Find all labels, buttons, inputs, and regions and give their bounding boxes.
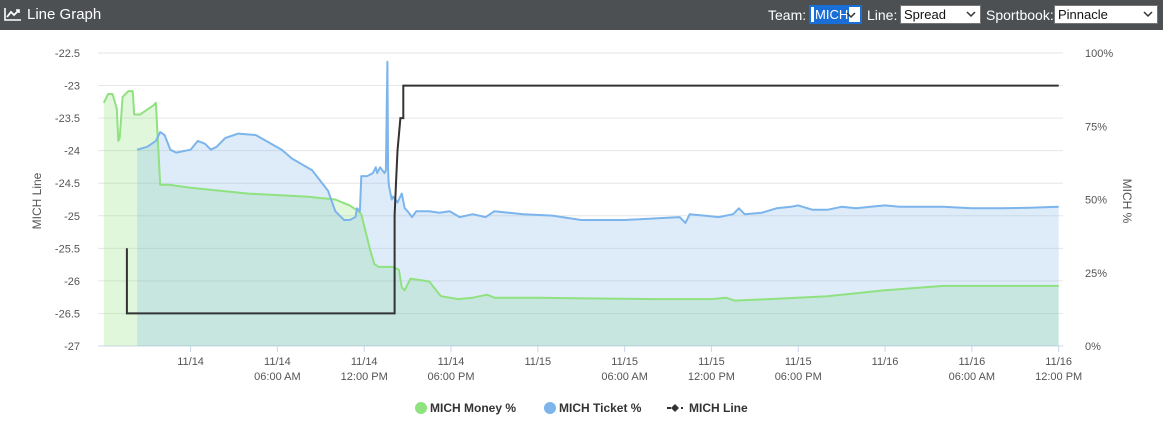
chart-legend: MICH Money % MICH Ticket % MICH Line bbox=[415, 401, 748, 415]
legend-marker bbox=[671, 404, 679, 412]
right-axis-title: MICH % bbox=[1120, 179, 1134, 224]
x-tick-label: 11/15 bbox=[698, 356, 725, 368]
series-area-1 bbox=[137, 61, 1059, 347]
x-tick-label: 11/15 bbox=[524, 356, 551, 368]
x-tick-label: 11/15 bbox=[611, 356, 638, 368]
right-tick-label: 50% bbox=[1085, 195, 1107, 207]
sportbook-label: Sportbook: bbox=[986, 7, 1054, 23]
x-tick-label: 12:00 PM bbox=[1035, 371, 1082, 383]
x-tick-label: 06:00 AM bbox=[254, 371, 300, 383]
left-tick-label: -26 bbox=[64, 276, 80, 288]
grid-lines bbox=[98, 52, 1063, 347]
sportbook-select-value: Pinnacle bbox=[1058, 7, 1108, 22]
x-tick-label: 11/16 bbox=[958, 356, 985, 368]
left-tick-label: -22.5 bbox=[55, 48, 80, 60]
line-select-value: Spread bbox=[904, 7, 946, 22]
left-axis-title: MICH Line bbox=[30, 172, 44, 229]
left-tick-label: -24.5 bbox=[55, 178, 80, 190]
right-tick-label: 25% bbox=[1085, 268, 1107, 280]
legend-label: MICH Line bbox=[689, 401, 748, 415]
x-tick-label: 12:00 PM bbox=[688, 371, 735, 383]
x-tick-label: 06:00 AM bbox=[949, 371, 995, 383]
line-label: Line: bbox=[867, 7, 898, 23]
x-tick-label: 06:00 PM bbox=[775, 371, 822, 383]
series-line-0 bbox=[102, 90, 1059, 302]
series-lines bbox=[102, 60, 1059, 315]
x-axis-ticks: 11/14 11/14 06:00 AM 11/14 12:00 PM 11/14 06:0… bbox=[177, 346, 1082, 383]
x-tick-label: 06:00 PM bbox=[427, 371, 474, 383]
left-tick-label: -27 bbox=[64, 341, 80, 353]
series-areas bbox=[103, 61, 1059, 347]
right-tick-label: 100% bbox=[1085, 48, 1113, 60]
page-title: Line Graph bbox=[27, 6, 102, 23]
x-tick-label: 11/14 bbox=[438, 356, 465, 368]
line-select[interactable]: Spread bbox=[900, 5, 981, 24]
right-axis-ticks: 100% 75% 50% 25% 0% bbox=[1085, 48, 1113, 353]
left-tick-label: -23.5 bbox=[55, 113, 80, 125]
x-tick-label: 11/16 bbox=[1045, 356, 1072, 368]
team-label: Team: bbox=[768, 7, 807, 23]
left-tick-label: -26.5 bbox=[55, 308, 80, 320]
legend-label: MICH Money % bbox=[430, 401, 516, 415]
chevron-down-icon bbox=[1143, 11, 1153, 18]
sportbook-select[interactable]: Pinnacle bbox=[1054, 5, 1158, 24]
legend-marker bbox=[415, 402, 427, 414]
left-tick-label: -25.5 bbox=[55, 243, 80, 255]
chevron-down-icon bbox=[846, 12, 856, 19]
left-tick-label: -24 bbox=[64, 146, 80, 158]
chevron-down-icon bbox=[966, 11, 976, 18]
team-select-value: MICH bbox=[814, 7, 850, 22]
right-tick-label: 0% bbox=[1085, 341, 1101, 353]
left-axis-ticks: -22.5 -23 -23.5 -24 -24.5 -25 -25.5 -26 -26.5 -27 bbox=[55, 48, 80, 353]
series-area-0 bbox=[103, 91, 1059, 346]
x-tick-label: 11/14 bbox=[264, 356, 291, 368]
legend-marker bbox=[544, 402, 556, 414]
series-line-1 bbox=[136, 60, 1059, 224]
right-tick-label: 75% bbox=[1085, 121, 1107, 133]
x-tick-label: 11/15 bbox=[785, 356, 812, 368]
legend-label: MICH Ticket % bbox=[559, 401, 642, 415]
left-tick-label: -25 bbox=[64, 211, 80, 223]
x-tick-label: 11/16 bbox=[872, 356, 899, 368]
x-tick-label: 11/14 bbox=[177, 356, 204, 368]
x-tick-label: 06:00 AM bbox=[601, 371, 647, 383]
series-line-2 bbox=[125, 84, 1059, 315]
left-tick-label: -23 bbox=[64, 81, 80, 93]
team-select[interactable]: MICH bbox=[809, 5, 862, 24]
line-chart-icon bbox=[4, 8, 21, 21]
header-bar: Line Graph Team: MICH Line: Spread Sport… bbox=[0, 0, 1163, 30]
x-tick-label: 12:00 PM bbox=[341, 371, 388, 383]
x-tick-label: 11/14 bbox=[351, 356, 378, 368]
line-graph-chart: -22.5 -23 -23.5 -24 -24.5 -25 -25.5 -26 -26.5 -27… bbox=[30, 48, 1134, 415]
